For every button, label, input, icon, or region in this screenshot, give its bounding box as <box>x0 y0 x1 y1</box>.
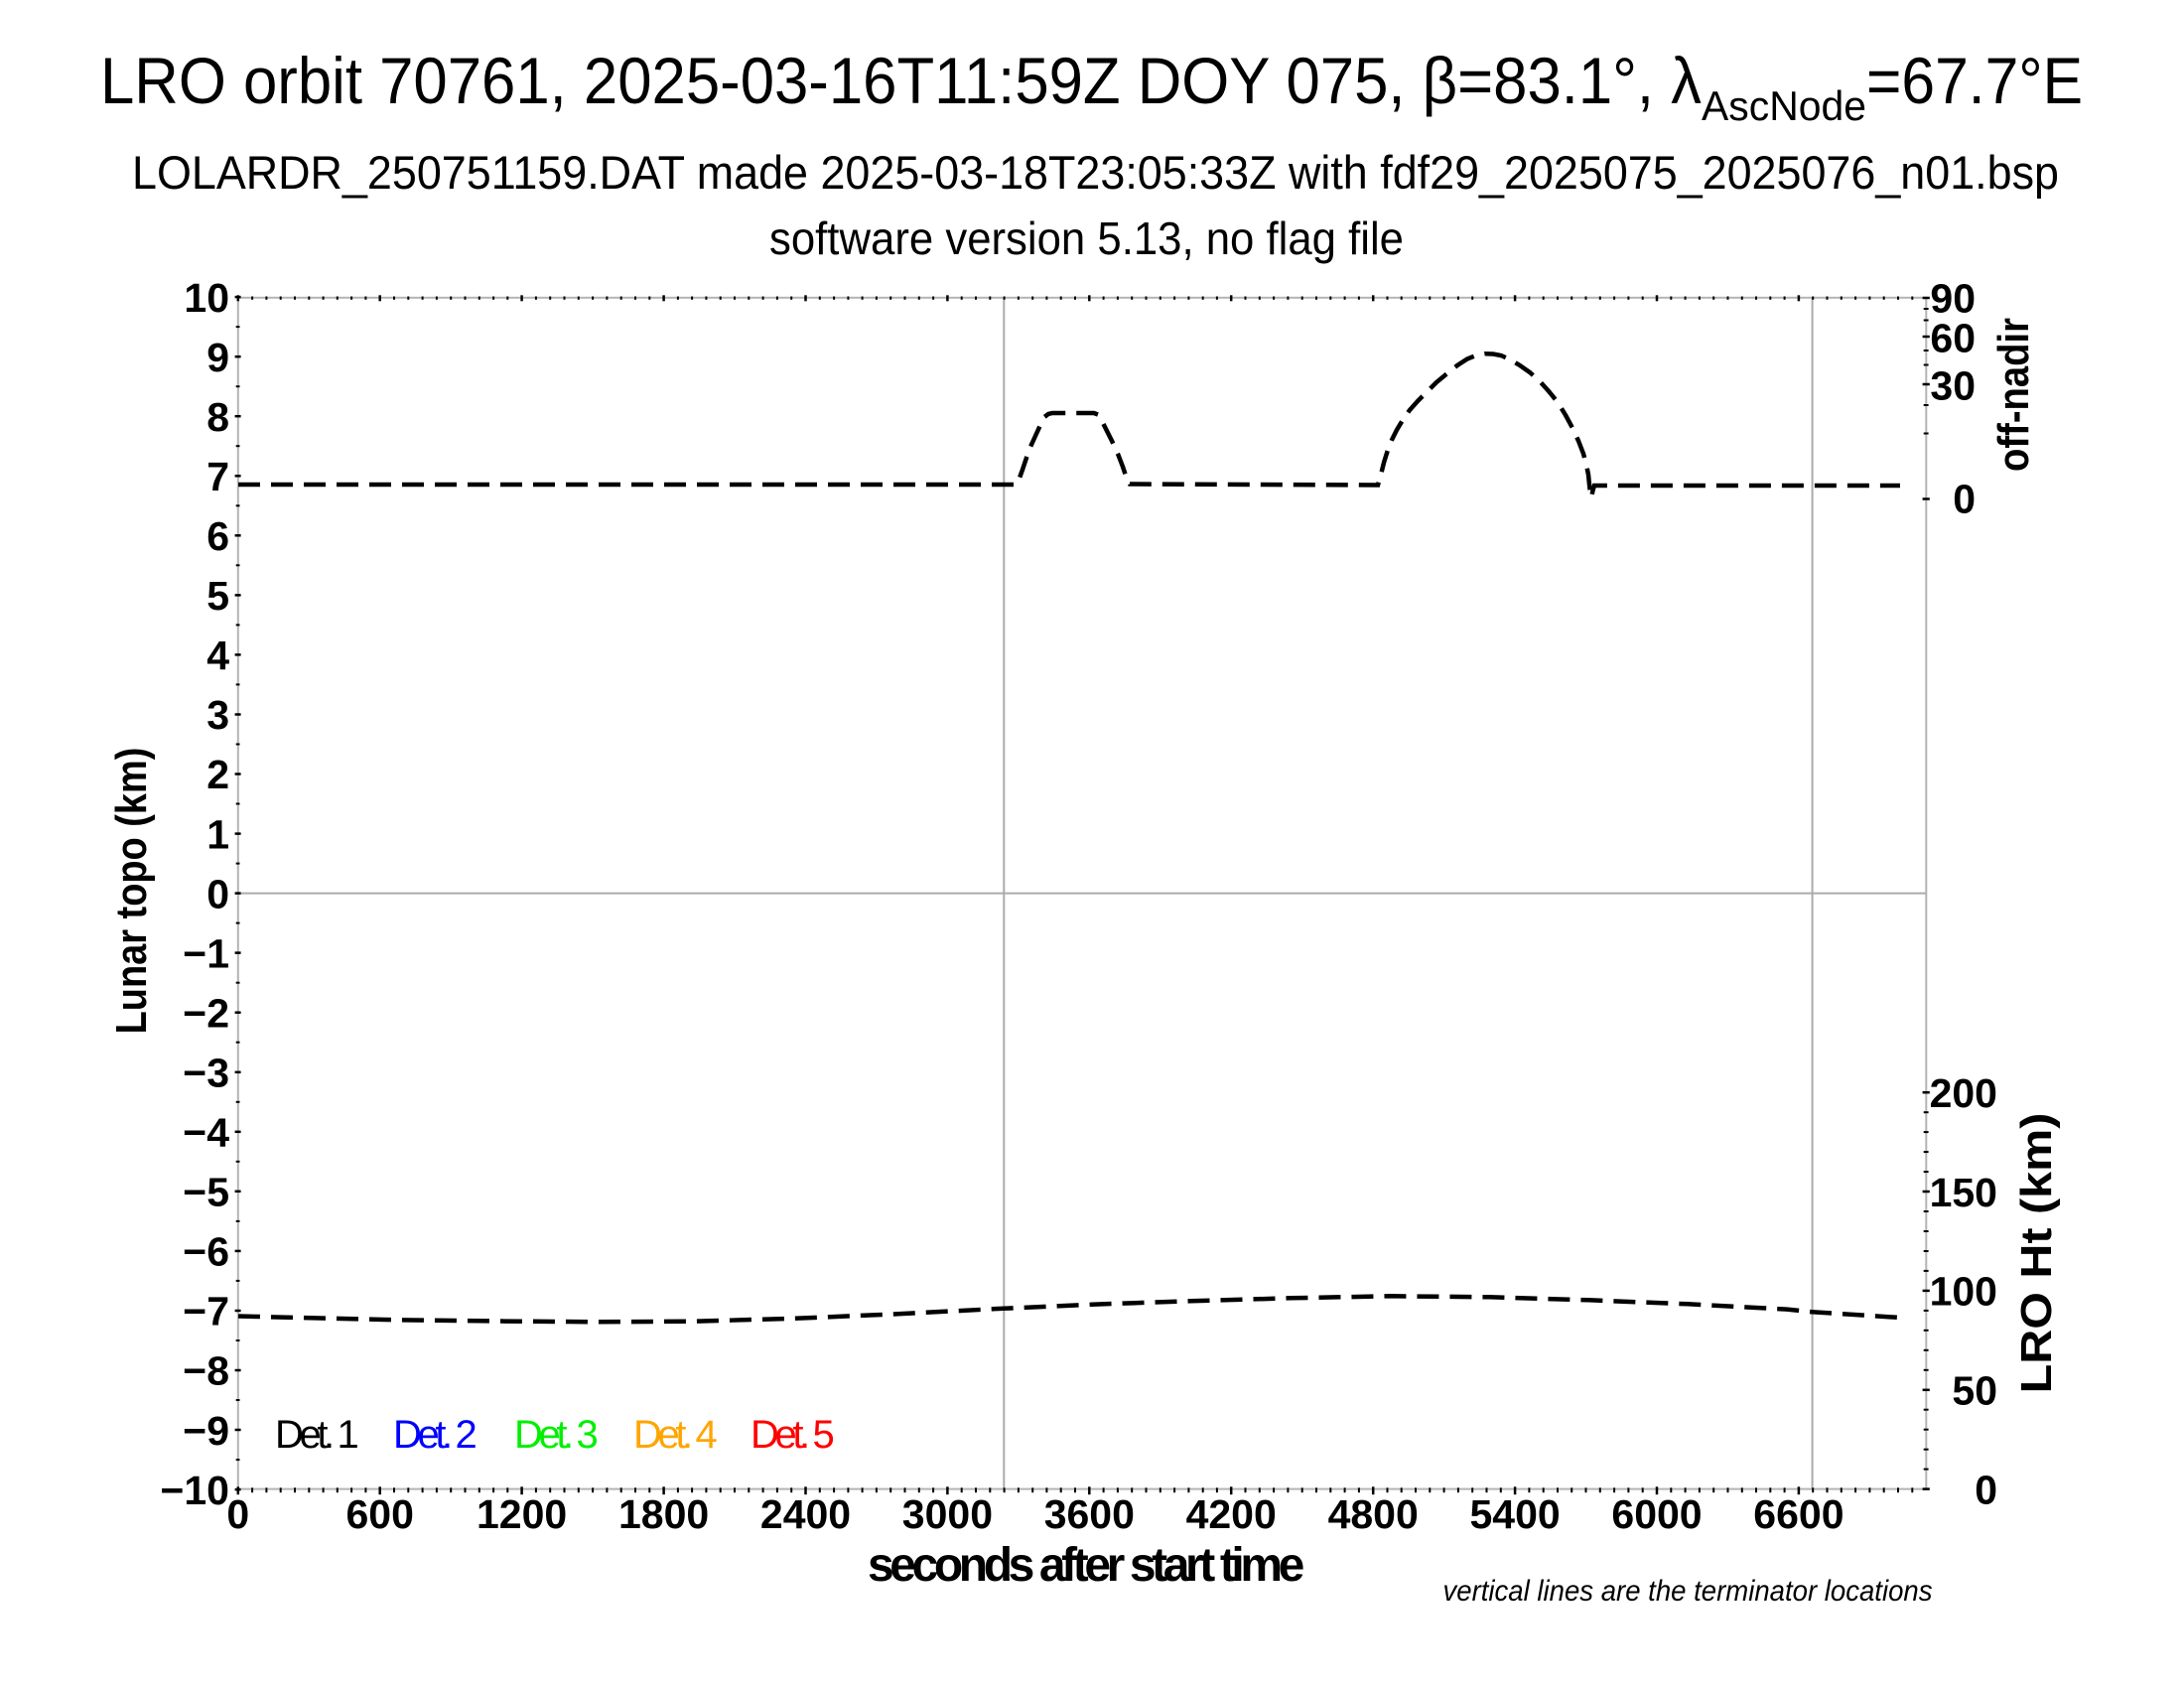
svg-text:LRO orbit 70761, 2025-03-16T11: LRO orbit 70761, 2025-03-16T11:59Z DOY 0… <box>100 44 1702 117</box>
svg-text:4: 4 <box>206 633 229 678</box>
svg-text:−10: −10 <box>160 1468 229 1513</box>
svg-text:9: 9 <box>206 335 229 380</box>
svg-text:200: 200 <box>1930 1070 1997 1116</box>
svg-text:1800: 1800 <box>618 1491 709 1537</box>
svg-text:6600: 6600 <box>1753 1491 1843 1537</box>
svg-text:−3: −3 <box>183 1051 229 1096</box>
svg-text:7: 7 <box>206 454 229 499</box>
svg-text:Det. 4: Det. 4 <box>633 1413 717 1457</box>
svg-text:vertical lines are the termina: vertical lines are the terminator locati… <box>1443 1575 1933 1608</box>
svg-text:8: 8 <box>206 394 229 440</box>
svg-text:−9: −9 <box>183 1408 229 1454</box>
svg-text:software version 5.13, no flag: software version 5.13, no flag file <box>769 212 1404 264</box>
svg-text:5400: 5400 <box>1469 1491 1560 1537</box>
svg-text:6: 6 <box>206 513 229 559</box>
svg-text:4800: 4800 <box>1328 1491 1419 1537</box>
svg-text:Det. 1: Det. 1 <box>275 1413 357 1457</box>
svg-text:5: 5 <box>206 573 229 619</box>
svg-text:3: 3 <box>206 692 229 738</box>
svg-text:90: 90 <box>1930 276 1976 322</box>
svg-text:Det. 2: Det. 2 <box>393 1413 476 1457</box>
svg-text:Det. 5: Det. 5 <box>751 1413 833 1457</box>
svg-text:off-nadir: off-nadir <box>1989 318 2038 472</box>
svg-text:AscNode: AscNode <box>1702 82 1866 129</box>
svg-text:30: 30 <box>1930 363 1976 409</box>
svg-text:−6: −6 <box>183 1229 229 1275</box>
svg-text:1: 1 <box>206 811 229 857</box>
svg-text:0: 0 <box>226 1491 249 1537</box>
svg-text:LOLARDR_250751159.DAT made 202: LOLARDR_250751159.DAT made 2025-03-18T23… <box>132 146 2059 199</box>
svg-text:600: 600 <box>345 1491 413 1537</box>
svg-text:10: 10 <box>184 275 229 321</box>
svg-text:seconds after start time: seconds after start time <box>868 1539 1304 1592</box>
svg-text:60: 60 <box>1930 316 1976 361</box>
svg-text:Lunar topo (km): Lunar topo (km) <box>106 748 155 1035</box>
svg-text:0: 0 <box>1953 477 1976 522</box>
svg-text:3600: 3600 <box>1044 1491 1135 1537</box>
svg-text:LRO Ht (km): LRO Ht (km) <box>2011 1113 2060 1394</box>
svg-text:−5: −5 <box>183 1170 229 1215</box>
svg-text:6000: 6000 <box>1611 1491 1702 1537</box>
svg-text:2: 2 <box>206 752 229 797</box>
svg-text:100: 100 <box>1930 1269 1997 1315</box>
svg-text:−2: −2 <box>183 990 229 1036</box>
svg-text:0: 0 <box>1975 1467 1997 1512</box>
svg-text:150: 150 <box>1930 1170 1997 1215</box>
svg-text:50: 50 <box>1952 1368 1997 1414</box>
svg-text:1200: 1200 <box>477 1491 567 1537</box>
svg-text:−8: −8 <box>183 1348 229 1394</box>
svg-text:3000: 3000 <box>902 1491 993 1537</box>
svg-text:−4: −4 <box>183 1110 229 1156</box>
svg-text:=67.7°E: =67.7°E <box>1866 44 2083 117</box>
svg-text:−1: −1 <box>183 930 229 976</box>
svg-text:−7: −7 <box>183 1289 229 1335</box>
svg-text:Det. 3: Det. 3 <box>514 1413 597 1457</box>
svg-text:2400: 2400 <box>760 1491 851 1537</box>
svg-text:0: 0 <box>206 871 229 916</box>
svg-text:4200: 4200 <box>1186 1491 1277 1537</box>
